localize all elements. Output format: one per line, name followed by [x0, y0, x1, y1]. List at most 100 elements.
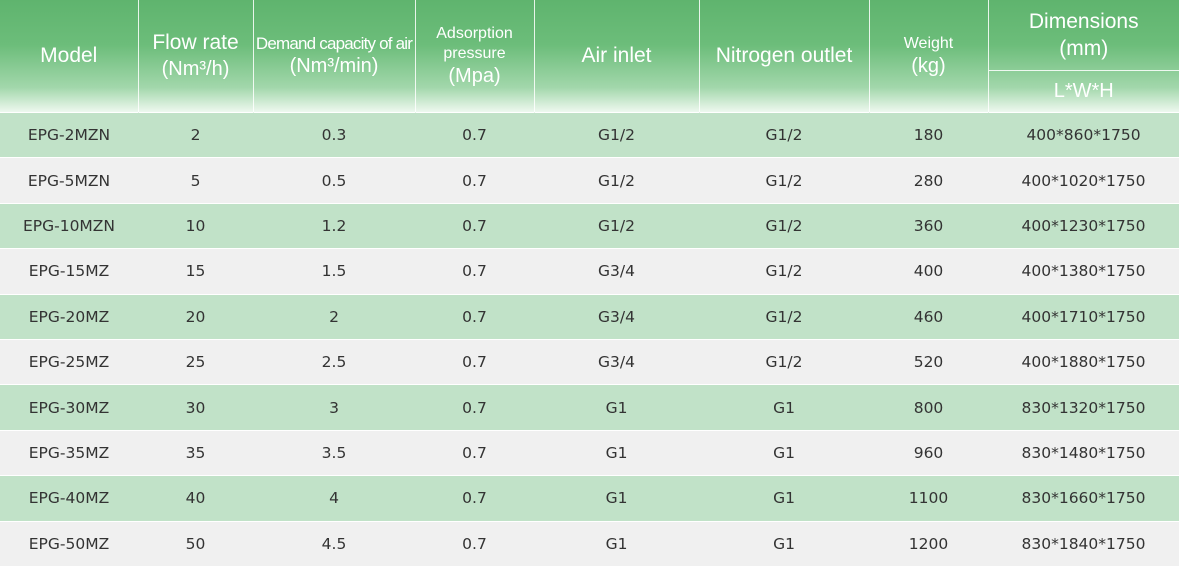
cell-weight: 360: [869, 203, 988, 248]
header-flow-rate-unit: (Nm³/h): [139, 57, 253, 82]
header-model: Model: [0, 0, 138, 113]
cell-pressure: 0.7: [415, 294, 534, 339]
cell-nitrogen-outlet: G1/2: [699, 158, 869, 203]
cell-model: EPG-20MZ: [0, 294, 138, 339]
cell-dimensions: 400*1020*1750: [988, 158, 1179, 203]
header-dimensions-title: Dimensions: [989, 8, 1179, 35]
header-adsorption-line2: pressure: [416, 44, 534, 64]
cell-demand: 1.2: [253, 203, 415, 248]
cell-pressure: 0.7: [415, 203, 534, 248]
header-dimensions-format: L*W*H: [1054, 79, 1114, 104]
table-row: EPG-35MZ 35 3.5 0.7 G1 G1 960 830*1480*1…: [0, 430, 1179, 475]
cell-model: EPG-50MZ: [0, 521, 138, 566]
cell-flow-rate: 35: [138, 430, 253, 475]
cell-air-inlet: G1: [534, 430, 699, 475]
header-flow-rate: Flow rate (Nm³/h): [138, 0, 253, 113]
cell-weight: 180: [869, 113, 988, 158]
table-row: EPG-2MZN 2 0.3 0.7 G1/2 G1/2 180 400*860…: [0, 113, 1179, 158]
cell-dimensions: 400*1880*1750: [988, 339, 1179, 384]
cell-dimensions: 400*1710*1750: [988, 294, 1179, 339]
cell-air-inlet: G3/4: [534, 294, 699, 339]
cell-air-inlet: G1/2: [534, 158, 699, 203]
cell-pressure: 0.7: [415, 113, 534, 158]
table-row: EPG-15MZ 15 1.5 0.7 G3/4 G1/2 400 400*13…: [0, 249, 1179, 294]
cell-air-inlet: G3/4: [534, 249, 699, 294]
cell-dimensions: 400*860*1750: [988, 113, 1179, 158]
table-header: Model Flow rate (Nm³/h) Demand capacity …: [0, 0, 1179, 113]
table-row: EPG-30MZ 30 3 0.7 G1 G1 800 830*1320*175…: [0, 385, 1179, 430]
cell-nitrogen-outlet: G1: [699, 430, 869, 475]
cell-model: EPG-2MZN: [0, 113, 138, 158]
cell-weight: 520: [869, 339, 988, 384]
cell-dimensions: 400*1380*1750: [988, 249, 1179, 294]
table-row: EPG-5MZN 5 0.5 0.7 G1/2 G1/2 280 400*102…: [0, 158, 1179, 203]
cell-model: EPG-25MZ: [0, 339, 138, 384]
cell-air-inlet: G1: [534, 521, 699, 566]
cell-flow-rate: 20: [138, 294, 253, 339]
cell-dimensions: 830*1840*1750: [988, 521, 1179, 566]
cell-pressure: 0.7: [415, 476, 534, 521]
cell-pressure: 0.7: [415, 339, 534, 384]
table-row: EPG-50MZ 50 4.5 0.7 G1 G1 1200 830*1840*…: [0, 521, 1179, 566]
cell-flow-rate: 30: [138, 385, 253, 430]
cell-model: EPG-10MZN: [0, 203, 138, 248]
cell-weight: 460: [869, 294, 988, 339]
cell-weight: 1100: [869, 476, 988, 521]
header-demand-unit: (Nm³/min): [254, 54, 415, 79]
cell-demand: 2: [253, 294, 415, 339]
cell-model: EPG-30MZ: [0, 385, 138, 430]
cell-pressure: 0.7: [415, 249, 534, 294]
cell-weight: 800: [869, 385, 988, 430]
cell-demand: 3: [253, 385, 415, 430]
table-row: EPG-40MZ 40 4 0.7 G1 G1 1100 830*1660*17…: [0, 476, 1179, 521]
cell-pressure: 0.7: [415, 521, 534, 566]
cell-weight: 400: [869, 249, 988, 294]
cell-nitrogen-outlet: G1/2: [699, 249, 869, 294]
cell-dimensions: 830*1660*1750: [988, 476, 1179, 521]
cell-nitrogen-outlet: G1/2: [699, 339, 869, 384]
cell-demand: 4.5: [253, 521, 415, 566]
cell-nitrogen-outlet: G1: [699, 385, 869, 430]
cell-nitrogen-outlet: G1: [699, 476, 869, 521]
cell-model: EPG-15MZ: [0, 249, 138, 294]
cell-pressure: 0.7: [415, 385, 534, 430]
header-dimensions: Dimensions (mm) L*W*H: [988, 0, 1179, 113]
header-adsorption-line1: Adsorption: [416, 24, 534, 44]
cell-air-inlet: G1: [534, 476, 699, 521]
cell-flow-rate: 2: [138, 113, 253, 158]
cell-demand: 3.5: [253, 430, 415, 475]
header-air-inlet: Air inlet: [534, 0, 699, 113]
table-row: EPG-25MZ 25 2.5 0.7 G3/4 G1/2 520 400*18…: [0, 339, 1179, 384]
header-adsorption-pressure: Adsorption pressure (Mpa): [415, 0, 534, 113]
table-body: EPG-2MZN 2 0.3 0.7 G1/2 G1/2 180 400*860…: [0, 113, 1179, 566]
cell-nitrogen-outlet: G1/2: [699, 113, 869, 158]
cell-pressure: 0.7: [415, 158, 534, 203]
cell-nitrogen-outlet: G1/2: [699, 203, 869, 248]
cell-demand: 0.3: [253, 113, 415, 158]
cell-dimensions: 400*1230*1750: [988, 203, 1179, 248]
cell-weight: 1200: [869, 521, 988, 566]
cell-flow-rate: 10: [138, 203, 253, 248]
header-demand-title: Demand capacity of air: [254, 33, 415, 54]
header-weight-unit: (kg): [870, 54, 988, 79]
cell-flow-rate: 25: [138, 339, 253, 384]
cell-air-inlet: G1/2: [534, 113, 699, 158]
header-dimensions-unit: (mm): [989, 35, 1179, 62]
header-model-label: Model: [40, 44, 97, 67]
cell-nitrogen-outlet: G1/2: [699, 294, 869, 339]
cell-air-inlet: G3/4: [534, 339, 699, 384]
header-weight-title: Weight: [870, 34, 988, 54]
cell-flow-rate: 5: [138, 158, 253, 203]
cell-model: EPG-5MZN: [0, 158, 138, 203]
table-row: EPG-10MZN 10 1.2 0.7 G1/2 G1/2 360 400*1…: [0, 203, 1179, 248]
cell-demand: 2.5: [253, 339, 415, 384]
cell-model: EPG-35MZ: [0, 430, 138, 475]
cell-dimensions: 830*1320*1750: [988, 385, 1179, 430]
cell-flow-rate: 15: [138, 249, 253, 294]
cell-air-inlet: G1/2: [534, 203, 699, 248]
header-demand-capacity: Demand capacity of air (Nm³/min): [253, 0, 415, 113]
cell-pressure: 0.7: [415, 430, 534, 475]
cell-demand: 0.5: [253, 158, 415, 203]
cell-nitrogen-outlet: G1: [699, 521, 869, 566]
